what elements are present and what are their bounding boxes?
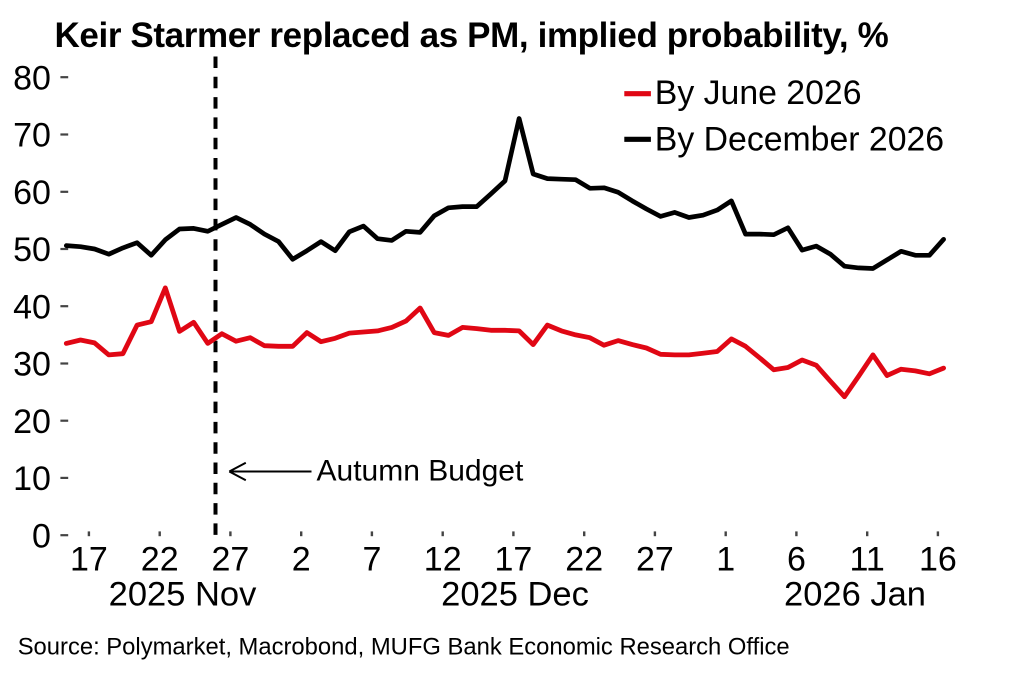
svg-text:Source: Polymarket, Macrobond,: Source: Polymarket, Macrobond, MUFG Bank… — [18, 633, 790, 660]
svg-text:Autumn Budget: Autumn Budget — [317, 455, 524, 488]
svg-text:2025 Dec: 2025 Dec — [441, 576, 589, 614]
svg-text:10: 10 — [13, 460, 51, 498]
svg-text:40: 40 — [13, 288, 51, 326]
svg-text:30: 30 — [13, 346, 51, 384]
svg-text:2026 Jan: 2026 Jan — [784, 576, 926, 614]
svg-text:11: 11 — [850, 540, 885, 578]
svg-text:80: 80 — [13, 59, 51, 97]
svg-text:22: 22 — [141, 540, 179, 578]
svg-text:Keir Starmer replaced as PM, i: Keir Starmer replaced as PM, implied pro… — [55, 16, 889, 55]
svg-text:20: 20 — [13, 403, 51, 441]
svg-text:7: 7 — [362, 540, 381, 578]
svg-text:27: 27 — [636, 540, 674, 578]
svg-text:By December 2026: By December 2026 — [655, 120, 944, 158]
svg-text:2025 Nov: 2025 Nov — [109, 576, 257, 614]
svg-text:12: 12 — [424, 540, 462, 578]
svg-text:17: 17 — [494, 540, 532, 578]
svg-text:70: 70 — [13, 117, 51, 155]
svg-text:16: 16 — [919, 540, 957, 578]
svg-text:27: 27 — [211, 540, 249, 578]
svg-text:50: 50 — [13, 231, 51, 269]
svg-text:6: 6 — [787, 540, 806, 578]
svg-text:2: 2 — [292, 540, 311, 578]
svg-text:1: 1 — [716, 540, 735, 578]
svg-text:0: 0 — [32, 517, 51, 555]
svg-text:60: 60 — [13, 174, 51, 212]
svg-text:17: 17 — [70, 540, 108, 578]
svg-text:By June 2026: By June 2026 — [655, 74, 862, 112]
svg-text:22: 22 — [565, 540, 603, 578]
